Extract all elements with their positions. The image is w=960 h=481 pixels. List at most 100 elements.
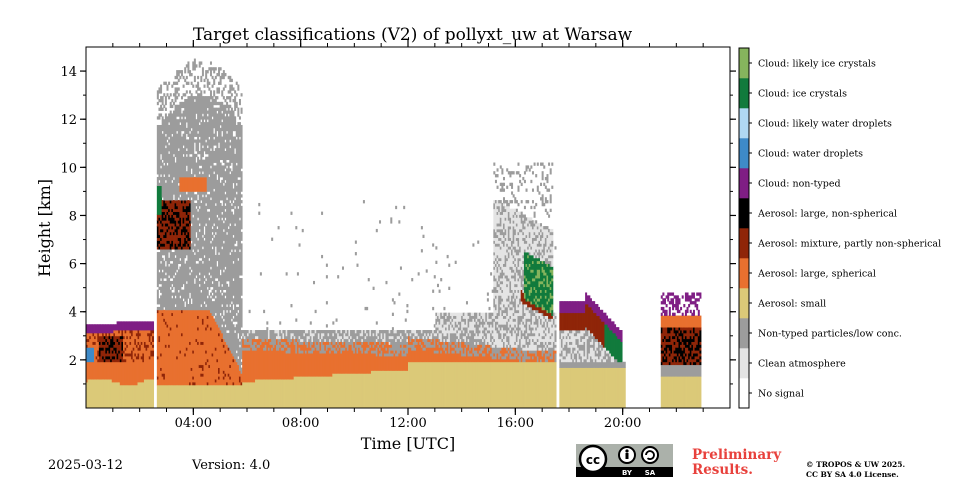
heatmap-cell [200,260,203,290]
heatmap-cell [689,309,692,314]
heatmap-cell [187,220,190,224]
heatmap-cell [462,318,465,322]
heatmap-cell [118,350,121,354]
heatmap-cell [673,353,676,357]
heatmap-cell [391,350,394,354]
heatmap-cell [390,350,393,354]
heatmap-cell [242,382,245,409]
heatmap-cell [506,321,509,334]
heatmap-cell [422,338,425,342]
heatmap-cell [470,330,473,348]
heatmap-cell [227,347,230,351]
heatmap-cell [436,330,439,334]
heatmap-cell [512,301,515,308]
heatmap-cell [206,148,209,155]
heatmap-cell [201,318,204,325]
heatmap-cell [688,350,691,354]
heatmap-cell [675,327,678,331]
heatmap-cell [560,367,563,409]
heatmap-cell [522,353,525,357]
heatmap-cell [483,361,486,409]
heatmap-cell [214,382,217,386]
heatmap-cell [200,168,203,178]
heatmap-cell [237,364,240,386]
heatmap-cell [546,237,549,250]
heatmap-cell [247,332,250,337]
heatmap-cell [292,379,295,409]
heatmap-cell [445,350,448,354]
heatmap-cell [121,321,124,331]
heatmap-cell [92,341,95,345]
heatmap-cell [493,237,496,241]
heatmap-cell [543,286,546,308]
heatmap-cell [185,171,188,178]
heatmap-cell [176,226,179,236]
heatmap-cell [678,332,681,337]
heatmap-cell [229,306,232,311]
heatmap-cell [314,347,317,377]
heatmap-cell [472,353,475,363]
heatmap-cell [238,376,241,383]
heatmap-cell [451,318,454,322]
heatmap-cell [530,246,533,250]
heatmap-cell [242,350,245,383]
heatmap-cell [594,367,597,409]
preliminary-line-2: Results. [692,462,753,478]
heatmap-cell [245,330,248,345]
heatmap-cell [182,226,185,233]
heatmap-cell [511,347,514,354]
heatmap-cell [156,289,159,305]
heatmap-cell [193,254,196,279]
heatmap-cell [535,298,538,302]
heatmap-cell [219,162,222,178]
heatmap-cell [525,266,528,279]
heatmap-cell [135,330,138,334]
heatmap-cell [335,338,338,342]
heatmap-cell [610,361,613,368]
heatmap-cell [224,384,227,409]
heatmap-cell [137,347,140,351]
heatmap-cell [482,332,485,337]
heatmap-cell [118,382,121,409]
heatmap-cell [541,312,544,316]
heatmap-cell [211,249,214,282]
heatmap-cell [533,280,536,288]
heatmap-cell [699,315,702,328]
heatmap-cell [614,332,617,360]
heatmap-cell [522,234,525,239]
heatmap-cell [544,321,547,328]
heatmap-cell [180,384,183,409]
heatmap-cell [213,237,216,299]
heatmap-cell [493,275,496,282]
heatmap-cell [424,344,427,348]
heatmap-cell [583,356,586,360]
heatmap-cell [499,338,502,348]
heatmap-cell [201,364,204,371]
heatmap-cell [485,338,488,345]
heatmap-cell [168,208,171,213]
x-tick-label: 20:00 [604,416,641,431]
heatmap-cell [213,90,216,97]
heatmap-cell [100,350,103,363]
heatmap-cell [97,324,100,334]
heatmap-cell [298,353,301,377]
heatmap-cell [216,217,219,227]
heatmap-cell [90,332,93,348]
heatmap-cell [406,335,409,340]
heatmap-cell [663,364,666,377]
heatmap-cell [548,301,551,314]
heatmap-cell [177,228,180,238]
heatmap-cell [243,330,246,337]
heatmap-cell [675,376,678,409]
heatmap-cell [123,338,126,351]
heatmap-cell [501,168,504,175]
heatmap-cell [546,309,549,314]
heatmap-cell [200,309,203,342]
heatmap-cell [533,324,536,334]
heatmap-cell [293,338,296,345]
heatmap-cell [494,286,497,293]
heatmap-cell [496,200,499,207]
heatmap-cell [467,341,470,345]
heatmap-cell [399,370,402,409]
heatmap-cell [543,350,546,354]
